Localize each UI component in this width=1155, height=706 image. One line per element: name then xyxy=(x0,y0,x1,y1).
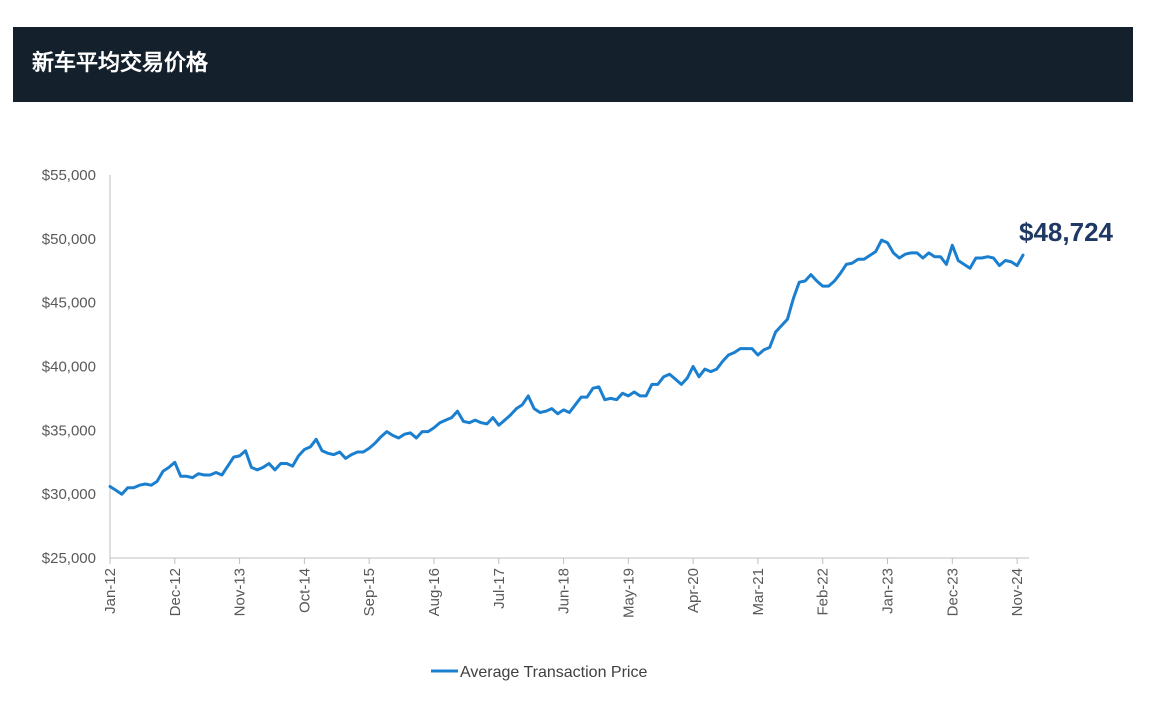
y-tick-label: $25,000 xyxy=(42,550,96,567)
y-tick-label: $50,000 xyxy=(42,231,96,248)
x-tick-label: Oct-14 xyxy=(296,568,313,613)
x-tick-label: Jan-12 xyxy=(102,568,119,614)
x-tick-label: Apr-20 xyxy=(685,568,702,613)
x-tick-label: Jul-17 xyxy=(491,568,508,609)
x-tick-label: Sep-15 xyxy=(361,568,378,616)
page-title: 新车平均交易价格 xyxy=(32,51,209,76)
x-tick-label: Nov-13 xyxy=(232,568,249,616)
x-tick-label: Jan-23 xyxy=(880,568,897,614)
y-tick-label: $35,000 xyxy=(42,422,96,439)
legend: Average Transaction Price xyxy=(431,664,647,681)
x-tick-label: Jun-18 xyxy=(556,568,573,614)
y-tick-label: $40,000 xyxy=(42,359,96,376)
header-bar: 新车平均交易价格 xyxy=(13,27,1133,102)
latest-value-callout: $48,724 xyxy=(1019,217,1114,247)
x-tick-label: Dec-23 xyxy=(944,568,961,616)
y-tick-label: $30,000 xyxy=(42,486,96,503)
x-tick-label: May-19 xyxy=(620,568,637,618)
x-tick-label: Dec-12 xyxy=(167,568,184,616)
x-tick-label: Mar-21 xyxy=(750,568,767,616)
x-axis: Jan-12 Dec-12 Nov-13 Oct-14 Sep-15 Aug-16 Jul-… xyxy=(102,557,1029,618)
series-layer xyxy=(108,238,1025,496)
series-line-average-transaction-price xyxy=(108,238,1025,496)
y-axis: $25,000 $30,000 $35,000 $40,000 $45,000 $50,0… xyxy=(42,167,111,567)
legend-label: Average Transaction Price xyxy=(460,664,647,681)
x-tick-label: Aug-16 xyxy=(426,568,443,616)
y-tick-label: $55,000 xyxy=(42,167,96,184)
x-tick-label: Nov-24 xyxy=(1009,568,1026,616)
y-tick-label: $45,000 xyxy=(42,295,96,312)
x-tick-label: Feb-22 xyxy=(815,568,832,616)
